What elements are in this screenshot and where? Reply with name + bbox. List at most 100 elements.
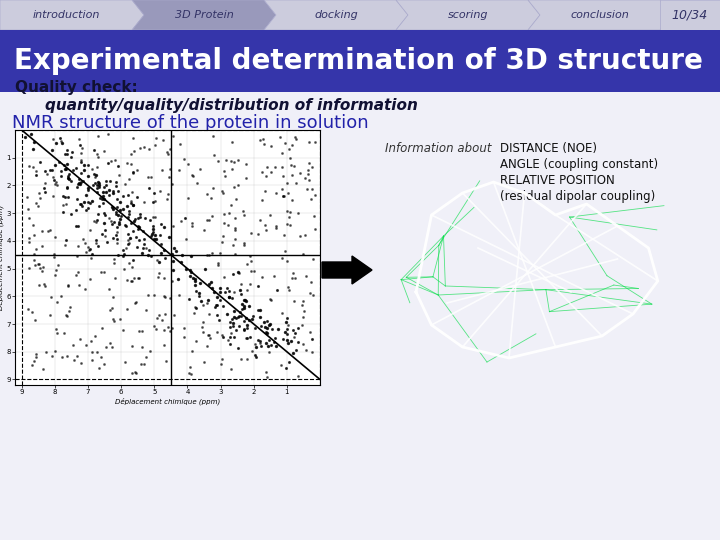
Point (84, 225, 96, 234)
Point (229, 183, 240, 191)
Point (82, 184, 94, 192)
Point (40, 187, 51, 196)
Point (121, 305, 132, 313)
Point (112, 211, 124, 219)
Point (287, 349, 298, 357)
Point (307, 255, 319, 264)
Point (128, 274, 140, 282)
Point (163, 233, 175, 241)
Point (86, 249, 98, 258)
Point (98, 183, 109, 191)
Point (211, 311, 222, 320)
Point (202, 215, 213, 224)
Point (197, 322, 208, 331)
Point (233, 268, 245, 277)
Point (210, 300, 222, 309)
Point (261, 172, 272, 180)
Point (223, 293, 235, 302)
Point (90, 235, 102, 244)
Point (184, 272, 196, 281)
Point (130, 369, 142, 377)
Point (284, 153, 296, 162)
Point (131, 243, 143, 252)
Point (277, 192, 289, 200)
Point (244, 279, 256, 288)
Point (186, 171, 198, 179)
Point (93, 364, 104, 373)
Point (284, 145, 295, 153)
Point (91, 217, 102, 226)
Point (224, 333, 235, 342)
Point (147, 213, 158, 221)
Point (229, 234, 240, 243)
Point (60, 164, 71, 173)
Point (195, 296, 207, 305)
Point (71, 194, 83, 203)
Point (264, 295, 276, 303)
Point (158, 245, 169, 254)
Point (52, 261, 63, 269)
Point (286, 195, 297, 204)
Point (22, 305, 33, 313)
Point (56, 139, 68, 147)
Point (229, 224, 240, 233)
Point (202, 190, 213, 199)
Point (109, 156, 121, 164)
Point (296, 301, 307, 309)
Point (25, 130, 37, 138)
Point (36, 226, 48, 235)
Point (89, 179, 101, 187)
Point (30, 353, 42, 362)
Point (105, 157, 117, 166)
Point (207, 183, 219, 192)
Point (84, 199, 96, 207)
Point (186, 219, 198, 227)
Point (121, 244, 132, 252)
Point (134, 222, 145, 231)
Point (156, 239, 167, 248)
Point (229, 306, 240, 315)
Point (28, 255, 40, 264)
Polygon shape (396, 0, 540, 30)
Text: RELATIVE POSITION: RELATIVE POSITION (500, 174, 615, 187)
Point (127, 168, 138, 177)
Point (29, 261, 40, 269)
Point (270, 189, 282, 198)
Point (96, 323, 108, 332)
Point (216, 331, 228, 340)
Point (37, 365, 49, 374)
Point (140, 244, 151, 252)
Point (48, 176, 59, 185)
Point (73, 268, 84, 276)
Point (297, 339, 309, 348)
Point (61, 183, 73, 192)
Point (23, 162, 35, 171)
Point (205, 278, 217, 286)
Point (202, 299, 213, 307)
Point (149, 231, 161, 240)
Point (194, 279, 206, 287)
Point (281, 179, 292, 188)
Point (68, 356, 80, 364)
Point (223, 293, 235, 301)
Point (147, 228, 158, 237)
Point (23, 264, 35, 272)
Point (233, 343, 244, 352)
Point (226, 138, 238, 147)
Point (217, 273, 229, 281)
Point (202, 251, 213, 260)
Point (246, 229, 257, 238)
Point (225, 365, 237, 374)
Point (157, 136, 168, 145)
Point (37, 263, 48, 272)
Point (138, 142, 150, 151)
Point (225, 200, 237, 209)
Point (51, 328, 63, 337)
Point (174, 140, 186, 149)
Point (258, 323, 270, 332)
Point (122, 202, 133, 211)
Point (164, 145, 176, 153)
Point (90, 239, 102, 247)
Point (27, 220, 39, 229)
Point (78, 160, 90, 169)
